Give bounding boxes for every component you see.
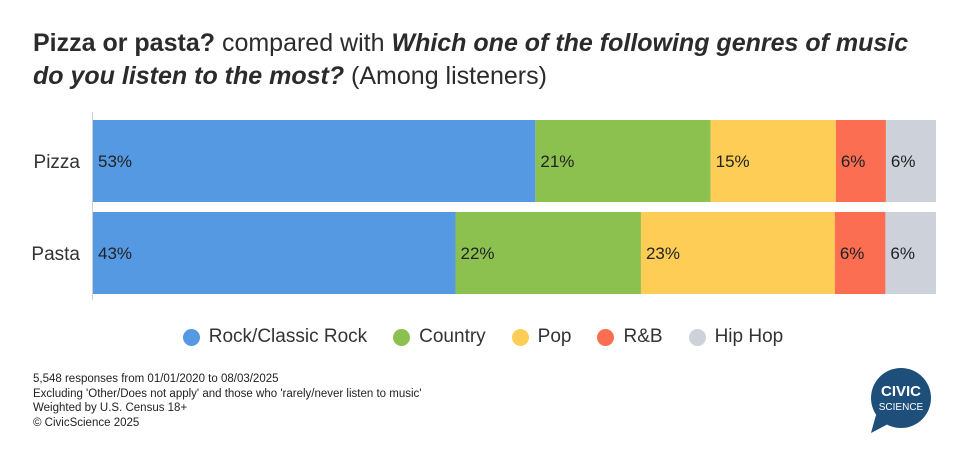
data-label: 6% xyxy=(890,244,915,263)
legend-swatch xyxy=(393,328,411,346)
data-label: 21% xyxy=(540,152,574,171)
bar-segment xyxy=(885,120,936,202)
legend-swatch xyxy=(182,328,200,346)
legend-item: Hip Hop xyxy=(688,326,784,348)
stacked-bar-chart: Pizza 53% 21% 15% 6% 6% Pasta 43% 22% 23% 6% 6% xyxy=(31,112,936,300)
legend-swatch xyxy=(688,328,706,346)
title-part-4: (Among listeners) xyxy=(344,62,547,90)
legend-label: Pop xyxy=(537,326,572,347)
legend-item: Country xyxy=(393,326,486,348)
bar-segment xyxy=(93,212,456,294)
data-label: 6% xyxy=(841,152,866,171)
title-part-3: Which one of the following genres of mus… xyxy=(33,29,909,90)
data-label: 22% xyxy=(460,244,494,263)
logo-line-1: CIVIC xyxy=(881,383,921,400)
data-label: 23% xyxy=(646,244,680,263)
legend-item: Rock/Classic Rock xyxy=(182,326,368,348)
data-label: 43% xyxy=(98,244,132,263)
legend-item: R&B xyxy=(597,326,663,348)
bar-segment xyxy=(835,120,886,202)
bar-segment xyxy=(834,212,886,294)
legend-item: Pop xyxy=(511,326,572,348)
legend-swatch xyxy=(597,328,615,346)
data-label: 6% xyxy=(840,244,865,263)
chart-title: Pizza or pasta? compared with Which one … xyxy=(33,27,933,93)
bar-segment xyxy=(535,120,711,202)
chart-legend: Rock/Classic Rock Country Pop R&B Hip Hop xyxy=(0,326,966,348)
title-part-1: Pizza or pasta? xyxy=(33,29,215,57)
bar-segment xyxy=(710,120,836,202)
bar-segment xyxy=(455,212,641,294)
bar-segment xyxy=(93,120,536,202)
title-part-2: compared with xyxy=(215,29,392,57)
data-label: 15% xyxy=(716,152,750,171)
legend-label: Rock/Classic Rock xyxy=(208,326,368,347)
category-label: Pasta xyxy=(31,244,80,265)
footnote-line: Excluding 'Other/Does not apply' and tho… xyxy=(33,387,422,400)
bar-segment xyxy=(885,212,936,294)
data-label: 6% xyxy=(891,152,916,171)
civicscience-logo: CIVIC SCIENCE xyxy=(871,368,931,433)
data-label: 53% xyxy=(98,152,132,171)
legend-label: R&B xyxy=(623,326,663,347)
category-label: Pizza xyxy=(34,152,81,173)
legend-label: Hip Hop xyxy=(714,326,784,347)
legend-swatch xyxy=(511,328,529,346)
footnote-line: © CivicScience 2025 xyxy=(33,416,140,429)
footnotes: 5,548 responses from 01/01/2020 to 08/03… xyxy=(33,372,421,430)
legend-label: Country xyxy=(419,326,486,347)
bar-segment xyxy=(640,212,835,294)
footnote-line: Weighted by U.S. Census 18+ xyxy=(33,402,188,414)
logo-line-2: SCIENCE xyxy=(879,402,924,413)
footnote-line: 5,548 responses from 01/01/2020 to 08/03… xyxy=(33,373,279,385)
